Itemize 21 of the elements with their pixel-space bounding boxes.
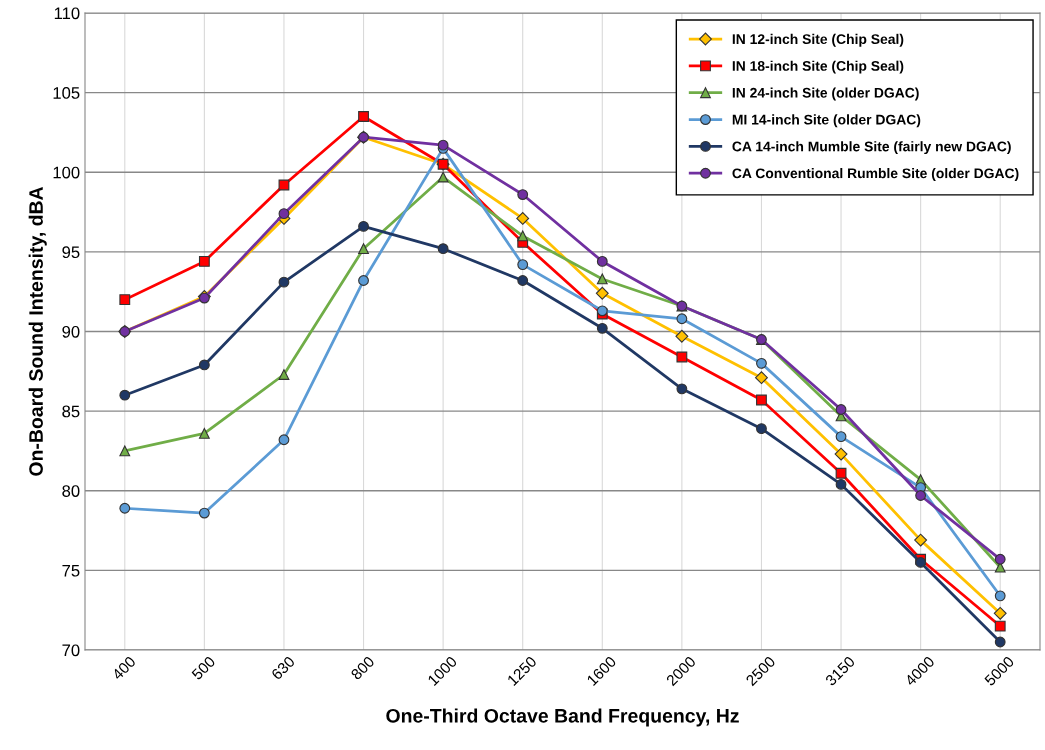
y-tick-label: 110 bbox=[54, 7, 80, 20]
y-tick-label: 100 bbox=[53, 166, 80, 179]
x-tick-label: 800 bbox=[350, 655, 376, 681]
y-tick-label: 105 bbox=[53, 87, 80, 99]
y-tick-label: 90 bbox=[62, 325, 80, 338]
x-axis-title: One-Third Octave Band Frequency, Hz bbox=[386, 708, 739, 727]
y-tick-label: 75 bbox=[62, 564, 80, 577]
y-tick-label: 85 bbox=[62, 405, 80, 418]
legend-label: CA Conventional Rumble Site (older DGAC) bbox=[732, 168, 1019, 181]
y-axis-title: On-Board Sound Intensity, dBA bbox=[28, 186, 47, 476]
legend-label: IN 12-inch Site (Chip Seal) bbox=[732, 33, 904, 47]
legend-label: IN 24-inch Site (older DGAC) bbox=[732, 87, 919, 101]
y-tick-label: 70 bbox=[62, 644, 80, 657]
legend-label: CA 14-inch Mumble Site (fairly new DGAC) bbox=[732, 141, 1011, 155]
legend-label: IN 18-inch Site (Chip Seal) bbox=[732, 60, 904, 74]
legend-label: MI 14-inch Site (older DGAC) bbox=[732, 114, 921, 128]
x-tick-label: 630 bbox=[270, 655, 296, 681]
x-tick-label: 400 bbox=[111, 655, 137, 681]
y-tick-label: 95 bbox=[62, 246, 80, 259]
x-tick-label: 500 bbox=[191, 655, 216, 681]
y-tick-label: 80 bbox=[62, 485, 80, 497]
